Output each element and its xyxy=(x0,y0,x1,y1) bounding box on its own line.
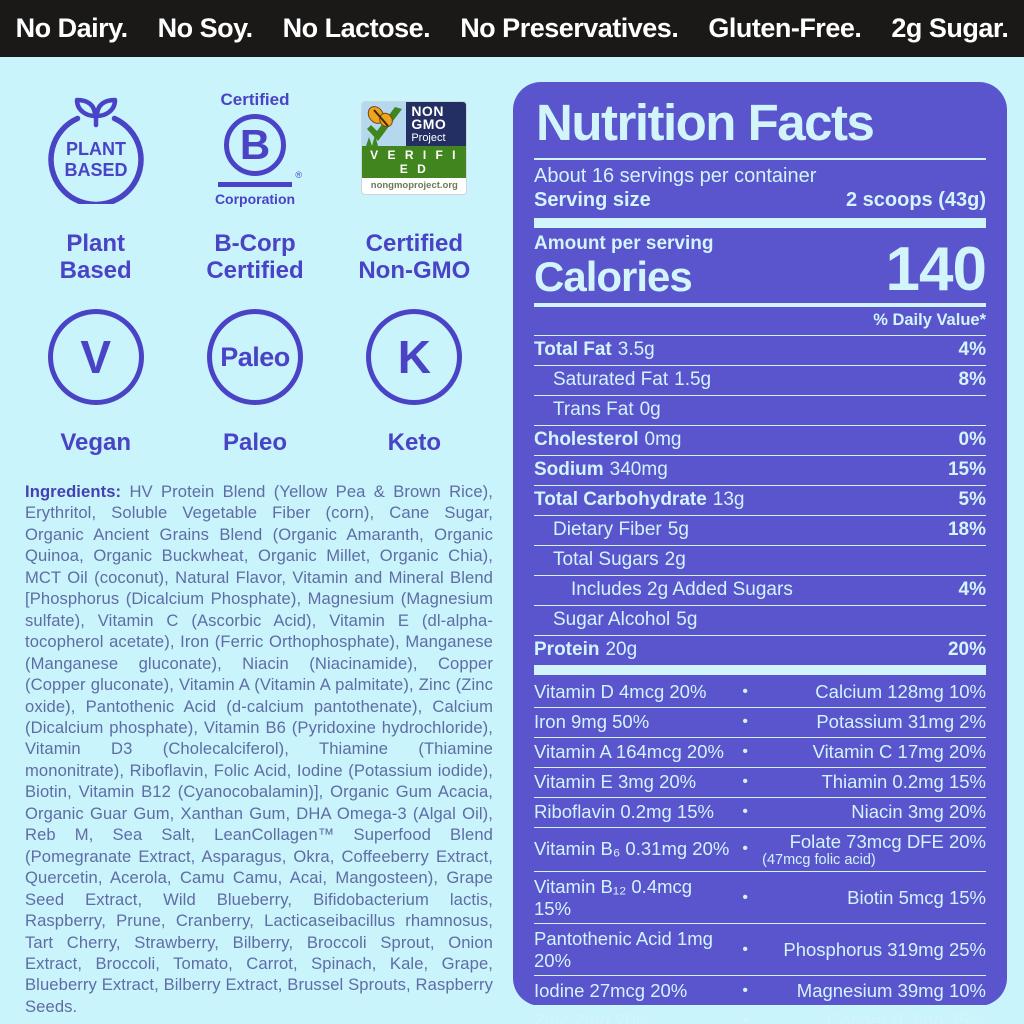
claim-no-dairy: No Dairy. xyxy=(15,13,129,43)
serving-size-value: 2 scoops (43g) xyxy=(845,188,986,211)
certification-badges: PLANT BASED Plant Based Certified B ® Co xyxy=(16,84,494,284)
row-trans-fat: Trans Fat 0g xyxy=(534,394,986,425)
b-corp-corporation-text: Corporation xyxy=(214,190,296,207)
b-corp-label: B-Corp Certified xyxy=(206,230,304,285)
bullet-icon: • xyxy=(742,1011,748,1024)
b-corp-seal-icon: Certified B ® Corporation xyxy=(214,84,302,212)
row-total-sugars: Total Sugars 2g xyxy=(534,544,986,575)
row-total-fat: Total Fat 3.5g 4% xyxy=(534,338,986,360)
bullet-icon: • xyxy=(742,683,748,701)
claims-bar: No Dairy. No Soy. No Lactose. No Preserv… xyxy=(0,0,1024,57)
bullet-icon: • xyxy=(742,743,748,761)
paleo-label: Paleo xyxy=(222,429,287,456)
micronutrient-rows: Vitamin D 4mcg 20% • Calcium 128mg 10% Iro… xyxy=(534,678,986,1024)
row-total-carbohydrate: Total Carbohydrate 13g 5% xyxy=(534,484,986,515)
daily-value-header: % Daily Value* xyxy=(534,307,986,336)
amount-per-serving: Amount per serving xyxy=(534,232,714,254)
b-corp-underline xyxy=(217,181,292,187)
row-vitamin-b6-folate: Vitamin B₆ 0.31mg 20% • Folate 73mcg DFE 2… xyxy=(534,826,986,872)
vegan-circle-icon: V xyxy=(47,309,144,405)
badge-paleo: Paleo Paleo xyxy=(175,303,334,456)
non-gmo-project-text: NON GMO Project xyxy=(406,102,467,146)
badge-b-corp: Certified B ® Corporation B-Corp Certifi… xyxy=(175,84,334,285)
row-vitamin-e-thiamin: Vitamin E 3mg 20% • Thiamin 0.2mg 15% xyxy=(534,766,986,797)
row-pantothenic-phosphorus: Pantothenic Acid 1mg 20% • Phosphorus 319m… xyxy=(534,923,986,975)
servings-per-container: About 16 servings per container xyxy=(534,164,817,187)
paleo-circle-icon: Paleo xyxy=(206,309,303,405)
badge-keto: K Keto xyxy=(335,303,494,456)
plant-based-seal-text1: PLANT xyxy=(66,139,126,159)
badge-non-gmo: NON GMO Project V E R I F I E D nongmopr… xyxy=(335,84,494,284)
bullet-icon: • xyxy=(742,773,748,791)
row-sodium: Sodium 340mg 15% xyxy=(534,454,986,485)
row-dietary-fiber: Dietary Fiber 5g 18% xyxy=(534,514,986,545)
row-cholesterol: Cholesterol 0mg 0% xyxy=(534,424,986,455)
b-corp-b-icon: B xyxy=(223,113,286,176)
folate-subnote: (47mcg folic acid) xyxy=(762,852,876,869)
vegan-label: Vegan xyxy=(60,429,132,456)
row-sugar-alcohol: Sugar Alcohol 5g xyxy=(534,604,986,635)
diet-badges: V Vegan Paleo Paleo K Keto xyxy=(16,303,494,456)
claim-2g-sugar: 2g Sugar. xyxy=(891,13,1009,43)
divider-thick xyxy=(534,217,986,228)
nutrition-facts-panel: Nutrition Facts About 16 servings per co… xyxy=(513,82,1007,1024)
nutrient-rows: Total Fat 3.5g 4% Saturated Fat 1.5g 8% Tran… xyxy=(534,336,986,665)
bullet-icon: • xyxy=(742,981,748,999)
bullet-icon: • xyxy=(742,940,748,958)
non-gmo-verified-text: V E R I F I E D xyxy=(362,146,467,178)
row-zinc-copper: Zinc 2mg 20% • Copper 0.3mg 35% xyxy=(534,1005,986,1024)
non-gmo-url-text: nongmoproject.org xyxy=(370,180,458,191)
calories-label: Calories xyxy=(534,252,693,300)
row-protein: Protein 20g 20% xyxy=(534,634,986,665)
ingredients-text: HV Protein Blend (Yellow Pea & Brown Ric… xyxy=(25,482,493,1016)
row-iron-potassium: Iron 9mg 50% • Potassium 31mg 2% xyxy=(534,706,986,737)
non-gmo-label: Certified Non-GMO xyxy=(358,230,471,285)
nutrition-facts-title: Nutrition Facts xyxy=(534,92,986,160)
row-iodine-magnesium: Iodine 27mcg 20% • Magnesium 39mg 10% xyxy=(534,975,986,1005)
bullet-icon: • xyxy=(742,713,748,731)
claim-no-lactose: No Lactose. xyxy=(282,13,431,43)
plant-based-seal-icon: PLANT BASED xyxy=(43,84,149,212)
keto-circle-icon: K xyxy=(366,309,463,405)
badge-vegan: V Vegan xyxy=(16,303,175,456)
divider-thick xyxy=(534,664,986,675)
row-vitamin-d-calcium: Vitamin D 4mcg 20% • Calcium 128mg 10% xyxy=(534,681,986,703)
row-vitamin-a-vitamin-c: Vitamin A 164mcg 20% • Vitamin C 17mg 20% xyxy=(534,736,986,767)
badge-plant-based: PLANT BASED Plant Based xyxy=(16,84,175,284)
bullet-icon: • xyxy=(742,840,748,858)
plant-based-seal-text2: BASED xyxy=(64,160,127,180)
row-vitamin-b12-biotin: Vitamin B₁₂ 0.4mcg 15% • Biotin 5mcg 15% xyxy=(534,871,986,923)
serving-size-label: Serving size xyxy=(534,188,651,211)
claim-no-soy: No Soy. xyxy=(157,13,254,43)
b-corp-certified-text: Certified xyxy=(220,89,290,109)
claim-gluten-free: Gluten-Free. xyxy=(708,13,862,43)
calories-value: 140 xyxy=(885,234,987,304)
bullet-icon: • xyxy=(742,888,748,906)
plant-based-label: Plant Based xyxy=(59,230,132,285)
keto-label: Keto xyxy=(387,429,441,456)
ingredients-heading: Ingredients: xyxy=(25,482,122,501)
non-gmo-butterfly-icon xyxy=(362,102,407,146)
bullet-icon: • xyxy=(742,803,748,821)
registered-mark: ® xyxy=(295,169,302,180)
claim-no-preservatives: No Preservatives. xyxy=(460,13,679,43)
row-saturated-fat: Saturated Fat 1.5g 8% xyxy=(534,364,986,395)
ingredients-paragraph: Ingredients: HV Protein Blend (Yellow Pe… xyxy=(25,481,493,1017)
row-added-sugars: Includes 2g Added Sugars 4% xyxy=(534,574,986,605)
non-gmo-seal-icon: NON GMO Project V E R I F I E D nongmopr… xyxy=(361,84,468,212)
row-riboflavin-niacin: Riboflavin 0.2mg 15% • Niacin 3mg 20% xyxy=(534,796,986,827)
